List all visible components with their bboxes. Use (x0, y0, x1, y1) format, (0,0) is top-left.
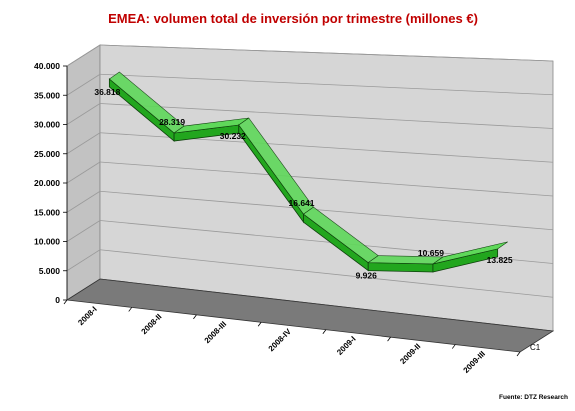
y-tick-label: 15.000 (34, 207, 60, 217)
y-tick-label: 25.000 (34, 149, 60, 159)
gridline (99, 44, 554, 62)
chart-title: EMEA: volumen total de inversión por tri… (108, 11, 478, 26)
floor (65, 278, 555, 353)
x-tick-mark (128, 307, 133, 312)
gridline-side (66, 161, 101, 184)
x-tick-label: 2009-I (335, 334, 357, 356)
gridline-side (66, 249, 101, 272)
ribbon-top (432, 241, 508, 265)
x-tick-label: 2008-IV (267, 327, 294, 354)
y-tick-label: 35.000 (34, 90, 60, 100)
gridline (99, 103, 554, 129)
chart-floor (65, 278, 555, 353)
data-label: 16.641 (289, 198, 315, 208)
data-label: 10.659 (418, 248, 444, 258)
line-series (108, 71, 508, 273)
x-tick-mark (257, 322, 262, 327)
data-label: 36.818 (94, 87, 120, 97)
x-tick-mark (451, 344, 456, 349)
gridline-side (66, 132, 101, 155)
x-tick-mark (387, 336, 391, 342)
x-tick-label: 2009-II (398, 342, 422, 366)
x-tick-label: 2008-I (76, 305, 98, 327)
y-axis: 0 5.000 10.000 15.000 20.000 25.000 30.000 35.0… (34, 61, 68, 305)
data-labels: 36.818 28.319 30.232 16.641 9.926 10.659 13.82… (94, 87, 513, 281)
x-tick-label: 2008-II (140, 312, 164, 336)
x-tick-mark (322, 329, 327, 334)
gridline-side (66, 220, 101, 242)
gridline (99, 161, 554, 197)
data-label: 13.825 (487, 255, 513, 265)
gridline (99, 249, 554, 298)
x-tick-mark (516, 351, 521, 357)
gridline (99, 73, 554, 96)
y-tick-label: 40.000 (34, 61, 60, 71)
y-tick-label: 10.000 (34, 237, 60, 247)
series-label: C1 (530, 343, 541, 352)
y-tick-label: 20.000 (34, 178, 60, 188)
source-note: Fuente: DTZ Research (499, 394, 568, 401)
gridline (99, 190, 554, 231)
gridline-side (66, 73, 101, 96)
y-tick-label: 30.000 (34, 120, 60, 130)
x-tick-label: 2008-III (203, 320, 229, 346)
data-label: 28.319 (159, 117, 185, 127)
data-label: 30.232 (220, 131, 246, 141)
y-tick-label: 5.000 (39, 266, 61, 276)
x-tick-label: 2009-III (462, 349, 488, 375)
gridline-side (66, 190, 101, 213)
gridline-side (66, 103, 101, 125)
x-tick-mark (63, 299, 68, 305)
gridline-side (66, 44, 101, 67)
y-tick-label: 0 (55, 295, 60, 305)
x-tick-mark (193, 314, 197, 320)
data-label: 9.926 (356, 271, 378, 281)
